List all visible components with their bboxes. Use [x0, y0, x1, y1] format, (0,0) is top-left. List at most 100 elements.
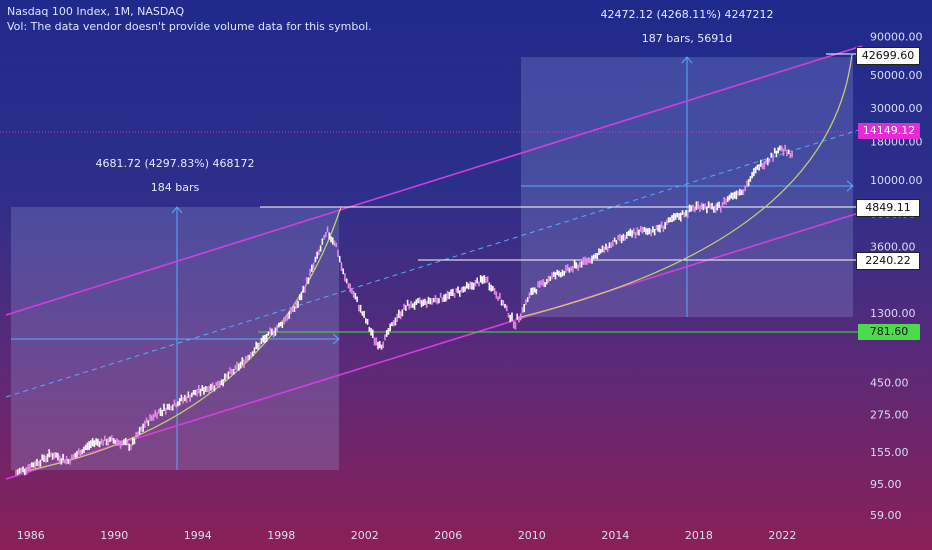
candle: [549, 276, 552, 281]
candle: [370, 328, 372, 336]
candle: [511, 312, 513, 321]
candle: [279, 321, 282, 327]
candle: [192, 390, 195, 395]
candle: [613, 237, 616, 242]
channel-lower-line[interactable]: [5, 211, 863, 480]
candle: [399, 311, 402, 320]
candle: [377, 341, 379, 350]
candle: [575, 262, 578, 269]
candle: [782, 148, 785, 156]
candle: [626, 231, 628, 239]
candle: [535, 289, 538, 295]
candle: [269, 327, 271, 335]
candle: [606, 246, 609, 253]
candle: [676, 212, 679, 218]
candle: [302, 285, 304, 293]
channel-upper-line[interactable]: [5, 45, 863, 316]
candle: [490, 284, 492, 292]
time-axis[interactable]: 1986 1990 1994 1998 2002 2006 2010 2014 2018 2022: [17, 529, 797, 542]
candle: [601, 245, 604, 253]
candle: [572, 266, 574, 273]
candle: [145, 417, 148, 424]
candle: [229, 367, 231, 375]
candle: [554, 272, 557, 280]
candle: [418, 297, 421, 304]
candle: [69, 459, 71, 465]
candle: [462, 286, 465, 293]
candle: [378, 341, 381, 348]
candle: [48, 449, 50, 458]
candle: [718, 201, 720, 208]
candle: [673, 213, 675, 222]
candle: [67, 458, 70, 464]
candle: [561, 269, 564, 277]
candle: [627, 230, 630, 236]
x-tick-label: 1994: [184, 529, 212, 542]
candle: [525, 299, 527, 306]
candle: [349, 283, 351, 293]
candle: [95, 438, 97, 446]
candle: [424, 298, 426, 306]
candle: [356, 296, 358, 303]
candle: [770, 152, 773, 158]
candle: [104, 435, 106, 441]
candle: [50, 452, 52, 458]
candle: [286, 314, 289, 321]
candle: [76, 450, 78, 458]
candle: [98, 441, 101, 448]
candle: [439, 292, 442, 298]
candle: [238, 363, 240, 371]
candle: [457, 286, 459, 294]
candle: [112, 437, 115, 444]
candle: [422, 299, 425, 306]
parabolic-curve-right[interactable]: [520, 53, 853, 318]
symbol-title: Nasdaq 100 Index, 1M, NASDAQ: [7, 5, 185, 18]
candle: [639, 225, 642, 232]
candle: [709, 203, 712, 210]
candle: [187, 391, 190, 398]
candle: [445, 293, 447, 302]
candle: [780, 145, 783, 152]
candle: [295, 302, 298, 309]
candle: [582, 257, 585, 265]
candle: [27, 464, 30, 472]
candle: [598, 248, 600, 256]
candle: [86, 442, 89, 451]
candle: [596, 253, 599, 260]
candle: [545, 279, 548, 285]
candle: [57, 452, 59, 461]
candle: [345, 278, 348, 284]
candle: [458, 290, 461, 297]
y-tick-label: 30000.00: [870, 102, 923, 115]
candle: [114, 439, 117, 444]
candle: [128, 443, 130, 451]
candle: [51, 453, 54, 460]
candle: [467, 283, 470, 290]
price-axis[interactable]: 90000.0050000.0030000.0018000.0010000.00…: [870, 31, 923, 522]
candle: [657, 224, 659, 232]
candle: [297, 300, 299, 308]
candle: [547, 275, 550, 283]
candle: [185, 396, 188, 403]
candle: [666, 219, 668, 226]
candle: [330, 236, 332, 243]
candle: [519, 313, 522, 321]
x-tick-label: 1990: [100, 529, 128, 542]
candle: [119, 440, 122, 449]
candle: [366, 318, 369, 325]
candle: [121, 440, 124, 446]
candle: [70, 454, 73, 460]
candle: [25, 467, 28, 475]
candle: [130, 444, 132, 450]
candle: [417, 298, 419, 304]
parabolic-curve-left[interactable]: [29, 206, 342, 471]
y-tick-label: 155.00: [870, 446, 909, 459]
candle: [761, 163, 764, 170]
candle: [201, 385, 204, 392]
support-price-label: 781.60: [858, 324, 920, 340]
candle: [191, 392, 193, 398]
candle: [436, 297, 438, 305]
candle: [55, 452, 57, 458]
